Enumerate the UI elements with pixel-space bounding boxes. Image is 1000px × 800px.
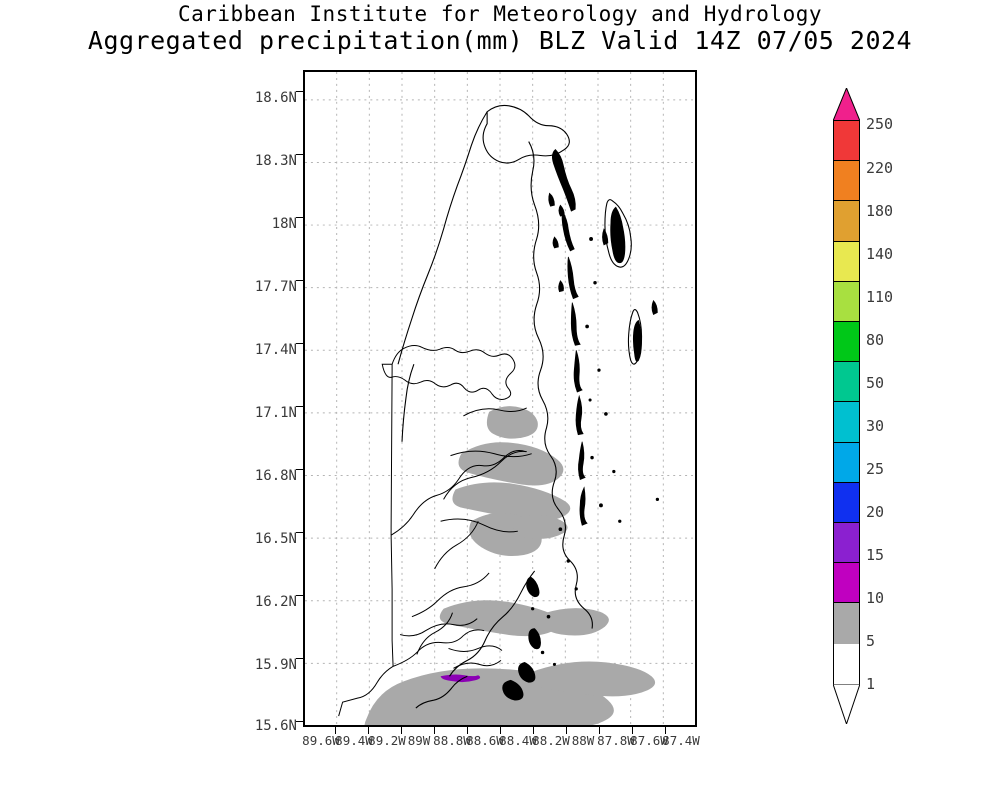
x-axis-label-89-2W: 89.2W — [368, 733, 406, 748]
y-axis-label-17-4N: 17.4N — [254, 342, 297, 358]
x-tick — [500, 727, 501, 734]
colorbar-band-15[interactable] — [834, 522, 859, 564]
x-tick — [632, 727, 633, 734]
colorbar-band-180[interactable] — [834, 201, 859, 242]
colorbar-label-220: 220 — [866, 159, 894, 177]
y-axis-label-18-6N: 18.6N — [254, 90, 297, 106]
x-tick — [599, 727, 600, 734]
x-axis-label-89W: 89W — [407, 733, 431, 748]
political-borders — [338, 345, 532, 717]
x-tick — [434, 727, 435, 734]
x-axis-label-87-6W: 87.6W — [630, 733, 668, 748]
colorbar-label-180: 180 — [866, 202, 894, 220]
colorbar-label-30: 30 — [866, 417, 885, 435]
y-axis-label-16-2N: 16.2N — [254, 594, 297, 610]
colorbar-band-50[interactable] — [834, 362, 859, 403]
colorbar-label-15: 15 — [866, 546, 885, 564]
colorbar-band-30[interactable] — [834, 402, 859, 443]
x-axis-label-89-4W: 89.4W — [335, 733, 373, 748]
y-axis-label-18N: 18N — [271, 216, 297, 232]
x-tick — [566, 727, 567, 734]
y-tick — [296, 721, 304, 722]
y-axis-label-16-8N: 16.8N — [254, 468, 297, 484]
colorbar-band-5[interactable] — [834, 603, 859, 644]
colorbar-over-arrow — [833, 88, 860, 121]
y-axis-label-18-3N: 18.3N — [254, 153, 297, 169]
y-tick — [296, 406, 304, 407]
colorbar-label-250: 250 — [866, 115, 894, 133]
y-tick — [296, 280, 304, 281]
colorbar-band-80[interactable] — [834, 321, 859, 363]
precip-band-1mm — [364, 406, 656, 725]
colorbar-band-110[interactable] — [834, 281, 859, 322]
y-tick — [296, 469, 304, 470]
colorbar[interactable] — [833, 120, 860, 685]
x-axis-label-88-6W: 88.6W — [466, 733, 504, 748]
y-axis-label-17-7N: 17.7N — [254, 279, 297, 295]
colorbar-label-80: 80 — [866, 331, 885, 349]
colorbar-label-50: 50 — [866, 374, 885, 392]
colorbar-under-arrow — [833, 684, 860, 724]
colorbar-band-220[interactable] — [834, 161, 859, 202]
offshore-cayes — [502, 149, 660, 701]
x-axis-label-88-2W: 88.2W — [532, 733, 570, 748]
y-tick — [296, 532, 304, 533]
y-tick — [296, 343, 304, 344]
chart-title-block: Caribbean Institute for Meteorology and … — [0, 2, 1000, 55]
coastline — [397, 104, 593, 709]
y-tick — [296, 595, 304, 596]
precip-band-5mm — [440, 674, 481, 683]
colorbar-label-20: 20 — [866, 503, 885, 521]
belize-precipitation-map — [305, 72, 695, 725]
x-axis-label-88-8W: 88.8W — [433, 733, 471, 748]
page-title: Aggregated precipitation(mm) BLZ Valid 1… — [87, 26, 913, 55]
x-axis-label-89-6W: 89.6W — [302, 733, 340, 748]
x-tick — [335, 727, 336, 734]
colorbar-label-140: 140 — [866, 245, 894, 263]
colorbar-label-10: 10 — [866, 589, 885, 607]
x-tick — [467, 727, 468, 734]
colorbar-band-20[interactable] — [834, 482, 859, 523]
y-tick — [296, 91, 304, 92]
x-tick — [533, 727, 534, 734]
map-plot-frame[interactable] — [303, 70, 697, 727]
x-axis-label-87-8W: 87.8W — [597, 733, 635, 748]
colorbar-band-140[interactable] — [834, 241, 859, 282]
colorbar-label-5: 5 — [866, 632, 876, 650]
x-axis-label-88-4W: 88.4W — [499, 733, 537, 748]
y-axis-label-15-9N: 15.9N — [254, 657, 297, 673]
x-axis-label-87-4W: 87.4W — [662, 733, 700, 748]
x-tick — [368, 727, 369, 734]
y-tick — [296, 154, 304, 155]
y-tick — [296, 658, 304, 659]
y-axis-label-16-5N: 16.5N — [254, 531, 297, 547]
y-tick — [296, 217, 304, 218]
colorbar-band-10[interactable] — [834, 563, 859, 604]
y-axis-label-15-6N: 15.6N — [254, 718, 297, 734]
colorbar-label-110: 110 — [866, 288, 894, 306]
colorbar-label-25: 25 — [866, 460, 885, 478]
institute-title: Caribbean Institute for Meteorology and … — [177, 2, 822, 26]
colorbar-band-25[interactable] — [834, 442, 859, 483]
colorbar-band-250[interactable] — [834, 121, 859, 162]
x-axis-label-88W: 88W — [571, 733, 595, 748]
y-axis-label-17-1N: 17.1N — [254, 405, 297, 421]
x-tick — [401, 727, 402, 734]
colorbar-label-1: 1 — [866, 675, 876, 693]
x-tick — [665, 727, 666, 734]
